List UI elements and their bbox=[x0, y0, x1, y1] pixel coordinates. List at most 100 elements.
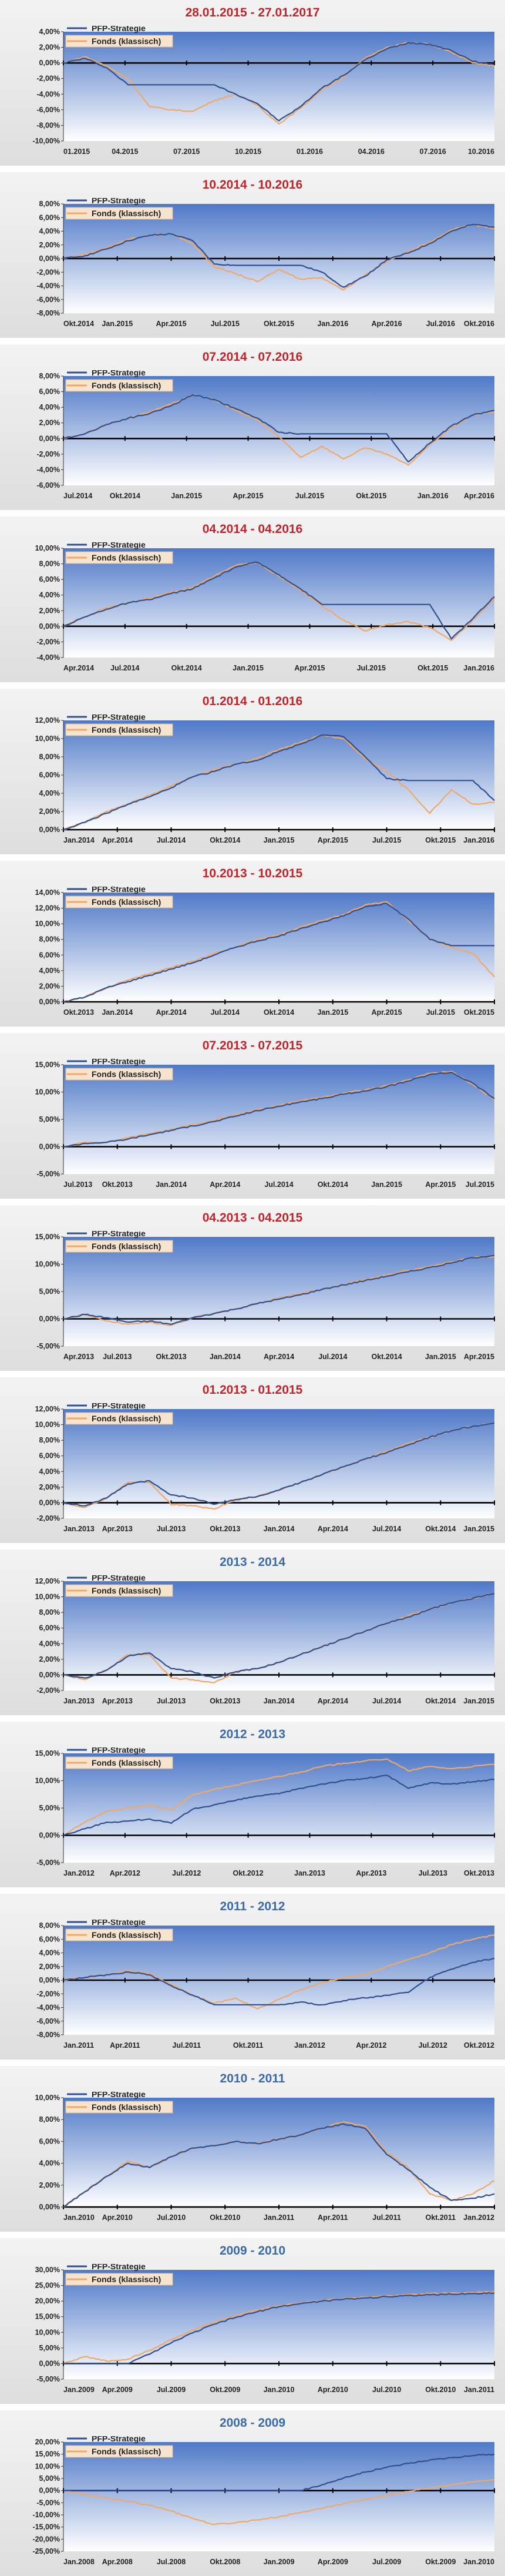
series-line-strategie bbox=[63, 2123, 495, 2208]
y-tick-label: 8,00% bbox=[39, 1436, 60, 1444]
legend-label-fonds: Fonds (klassisch) bbox=[92, 1242, 161, 1251]
y-tick-label: 2,00% bbox=[39, 419, 60, 427]
x-tick-label: Apr.2013 bbox=[63, 1353, 94, 1361]
chart-panel: 04.2014 - 04.2016 10,00% 8,00% 6,00% 4,00% 2,… bbox=[0, 516, 505, 682]
line-chart: 8,00% 6,00% 4,00% 2,00% 0,00% -2,00% -4,00% -6,… bbox=[36, 1920, 495, 2050]
legend-label-fonds: Fonds (klassisch) bbox=[92, 1586, 161, 1595]
legend-box-fonds bbox=[65, 1928, 173, 1941]
chart-title: 2009 - 2010 bbox=[219, 2244, 286, 2258]
x-tick-label: Apr.2011 bbox=[318, 2213, 348, 2222]
x-tick-label: Jan.2009 bbox=[264, 2558, 295, 2566]
legend-label-fonds: Fonds (klassisch) bbox=[92, 1758, 161, 1767]
y-tick-label: 15,00% bbox=[35, 2313, 60, 2321]
x-tick-label: Okt.2013 bbox=[156, 1353, 186, 1361]
x-tick-label: Jul.2012 bbox=[172, 1869, 201, 1877]
y-tick-label: 8,00% bbox=[39, 560, 60, 568]
chart-panel: 01.2013 - 01.2015 12,00% 10,00% 8,00% 6,00% 4… bbox=[0, 1377, 505, 1543]
y-tick-label: -8,00% bbox=[36, 2031, 60, 2039]
series-line-strategie bbox=[63, 1593, 495, 1679]
x-tick-label: Okt.2014 bbox=[110, 492, 140, 500]
y-tick-label: 20,00% bbox=[35, 2297, 60, 2305]
legend-label-strategie: PFP-Strategie bbox=[92, 542, 146, 549]
legend-box-fonds bbox=[65, 379, 173, 392]
y-tick-label: 30,00% bbox=[35, 2266, 60, 2274]
x-tick-label: Apr.2015 bbox=[425, 1180, 456, 1189]
chart-panel: 2008 - 2009 20,00% 15,00% 10,00% 5,00% 0,00% -… bbox=[0, 2410, 505, 2576]
series-line-fonds bbox=[63, 1758, 495, 1836]
y-tick-label: 10,00% bbox=[35, 1593, 60, 1601]
y-tick-label: -2,00% bbox=[36, 1514, 60, 1522]
x-tick-label: Apr.2013 bbox=[356, 1869, 386, 1877]
legend-box-fonds bbox=[65, 1412, 173, 1425]
x-tick-label: Apr.2014 bbox=[318, 1525, 348, 1533]
y-tick-label: -2,00% bbox=[36, 75, 60, 83]
legend: PFP-Strategie Fonds (klassisch) bbox=[65, 370, 173, 392]
x-tick-label: Apr.2010 bbox=[318, 2386, 348, 2394]
legend-label-strategie: PFP-Strategie bbox=[92, 2264, 146, 2271]
x-tick-label: Jul.2015 bbox=[357, 664, 386, 672]
plot-area bbox=[63, 893, 494, 1002]
legend-label-fonds: Fonds (klassisch) bbox=[92, 2447, 161, 2456]
series-line-strategie bbox=[63, 1255, 495, 1325]
legend-label-strategie: PFP-Strategie bbox=[92, 1059, 146, 1066]
x-tick-label: 07.2015 bbox=[173, 147, 200, 156]
y-tick-label: 4,00% bbox=[39, 227, 60, 236]
plot-area bbox=[63, 2442, 494, 2551]
x-tick-label: 07.2016 bbox=[420, 147, 446, 156]
chart-title: 28.01.2015 - 27.01.2017 bbox=[185, 6, 320, 19]
chart-panel: 07.2013 - 07.2015 15,00% 10,00% 5,00% 0,00% -… bbox=[0, 1033, 505, 1199]
x-tick-label: Jul.2009 bbox=[157, 2386, 186, 2394]
y-tick-label: -4,00% bbox=[36, 465, 60, 474]
x-tick-label: Apr.2011 bbox=[110, 2041, 140, 2050]
legend-label-strategie: PFP-Strategie bbox=[92, 2436, 146, 2443]
chart-panel: 2012 - 2013 15,00% 10,00% 5,00% 0,00% -5,00% J… bbox=[0, 1722, 505, 1887]
x-tick-label: Okt.2014 bbox=[425, 1525, 456, 1533]
legend-label-fonds: Fonds (klassisch) bbox=[92, 897, 161, 907]
legend-label-fonds: Fonds (klassisch) bbox=[92, 2102, 161, 2112]
x-tick-label: Jan.2016 bbox=[463, 836, 494, 844]
plot-area bbox=[63, 1237, 494, 1346]
y-tick-label: 10,00% bbox=[35, 544, 60, 552]
x-tick-label: Jul.2013 bbox=[418, 1869, 447, 1877]
x-tick-label: Okt.2014 bbox=[63, 320, 94, 328]
x-tick-label: Apr.2009 bbox=[102, 2386, 133, 2394]
y-tick-label: 8,00% bbox=[39, 372, 60, 380]
plot-area bbox=[63, 1581, 494, 1690]
x-tick-label: Jul.2015 bbox=[426, 1008, 455, 1017]
series-line-strategie bbox=[63, 1422, 495, 1507]
legend: PFP-Strategie Fonds (klassisch) bbox=[65, 2264, 173, 2286]
x-tick-label: Jan.2016 bbox=[317, 320, 348, 328]
line-chart: 10,00% 8,00% 6,00% 4,00% 2,00% 0,00% -2,00% -4,… bbox=[35, 542, 495, 672]
x-tick-label: Apr.2014 bbox=[210, 1180, 240, 1189]
x-tick-label: Jan.2011 bbox=[264, 2213, 294, 2222]
x-tick-label: Jan.2014 bbox=[156, 1180, 187, 1189]
y-tick-label: 8,00% bbox=[39, 753, 60, 761]
chart-title: 07.2014 - 07.2016 bbox=[202, 350, 303, 364]
y-tick-label: -5,00% bbox=[36, 1859, 60, 1867]
legend: PFP-Strategie Fonds (klassisch) bbox=[65, 1920, 173, 1941]
plot-area bbox=[63, 1065, 494, 1174]
y-tick-label: 2,00% bbox=[39, 2181, 60, 2189]
y-tick-label: 4,00% bbox=[39, 403, 60, 411]
chart-title: 2012 - 2013 bbox=[219, 1728, 286, 1741]
series-line-fonds bbox=[63, 1256, 495, 1326]
y-tick-label: 6,00% bbox=[39, 1452, 60, 1460]
y-tick-label: 4,00% bbox=[39, 967, 60, 975]
y-tick-label: 10,00% bbox=[35, 1088, 60, 1096]
x-tick-label: Okt.2013 bbox=[63, 1008, 94, 1017]
y-tick-label: 5,00% bbox=[39, 1287, 60, 1296]
y-tick-label: 6,00% bbox=[39, 213, 60, 222]
x-tick-label: 01.2015 bbox=[63, 147, 90, 156]
y-tick-label: -8,00% bbox=[36, 121, 60, 129]
chart-panel: 2013 - 2014 12,00% 10,00% 8,00% 6,00% 4,00% 2,… bbox=[0, 1549, 505, 1715]
line-chart: 10,00% 8,00% 6,00% 4,00% 2,00% 0,00%Jan.2010 A… bbox=[35, 2092, 495, 2222]
plot-area bbox=[63, 720, 494, 830]
series-line-strategie bbox=[63, 1775, 495, 1836]
y-tick-label: 8,00% bbox=[39, 200, 60, 208]
y-tick-label: 0,00% bbox=[39, 1498, 60, 1507]
x-tick-label: Okt.2011 bbox=[426, 2213, 456, 2222]
x-tick-label: Jan.2016 bbox=[418, 492, 449, 500]
legend-box-fonds bbox=[65, 1068, 173, 1081]
chart-title: 10.2014 - 10.2016 bbox=[202, 178, 303, 192]
y-tick-label: 0,00% bbox=[39, 1315, 60, 1323]
